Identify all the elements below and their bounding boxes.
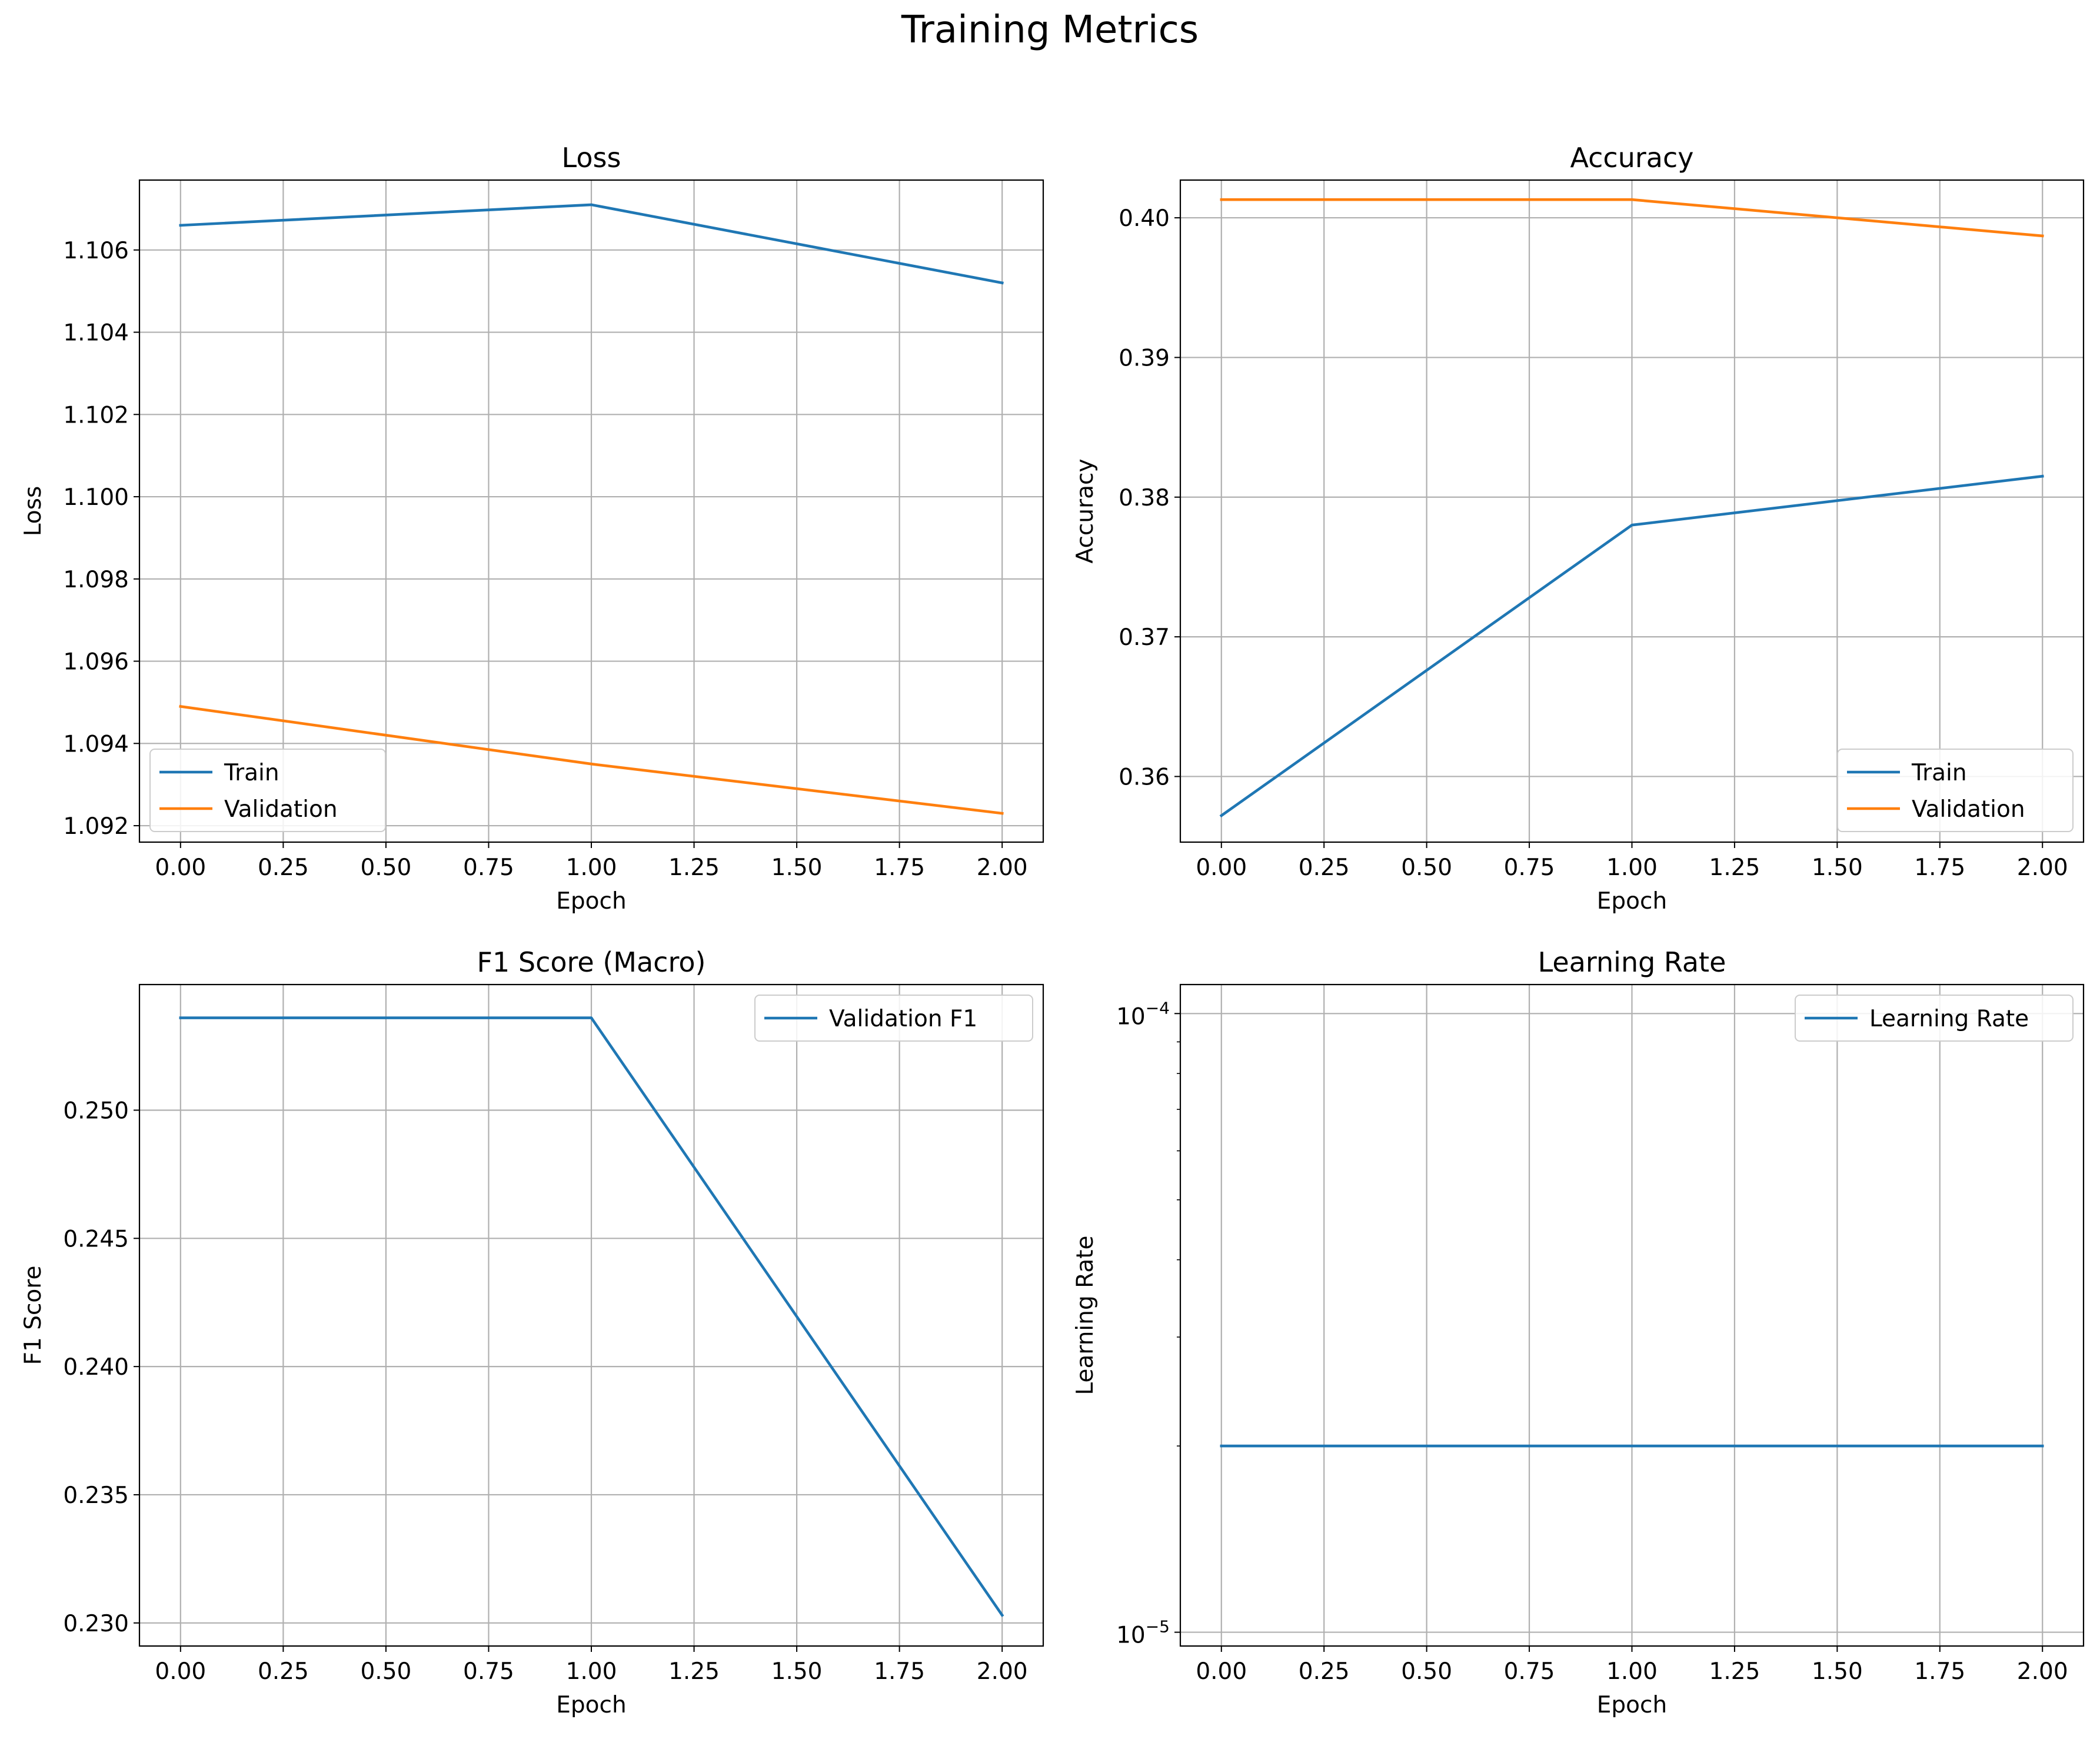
x-tick-label: 0.50 <box>1401 1658 1452 1685</box>
subplot-2: 0.00 0.25 0.50 0.75 1.00 1.25 1.50 1.75 2.00 0.36… <box>1072 142 2085 915</box>
x-tick-label: 1.25 <box>668 1658 720 1685</box>
y-tick-label: 1.096 <box>63 649 129 676</box>
x-tick-label: 1.00 <box>566 1658 617 1685</box>
y-tick-label: 1.092 <box>63 813 129 840</box>
legend: Train Validation <box>1837 749 2074 832</box>
x-tick-label: 0.00 <box>1196 854 1247 881</box>
x-tick-label: 2.00 <box>2017 854 2068 881</box>
y-axis-label: Accuracy <box>1072 458 1099 563</box>
series-line-1 <box>1219 474 2044 818</box>
x-tick-label: 0.25 <box>258 1658 309 1685</box>
x-tick-label: 1.00 <box>1606 1658 1658 1685</box>
series-line-1 <box>179 203 1004 285</box>
legend-box <box>754 995 1033 1042</box>
x-tick-label: 2.00 <box>977 854 1028 881</box>
subplot-4: 0.00 0.25 0.50 0.75 1.00 1.25 1.50 1.75 2.00 10−5… <box>1072 946 2085 1718</box>
y-tick-label: 0.37 <box>1119 624 1170 651</box>
legend-label: Validation F1 <box>829 1006 977 1032</box>
y-tick-label: 0.40 <box>1119 205 1170 232</box>
x-tick-label: 0.75 <box>1504 854 1555 881</box>
x-tick-label: 0.75 <box>1504 1658 1555 1685</box>
y-tick-label: 1.104 <box>63 320 129 347</box>
y-axis-label: Loss <box>20 486 46 537</box>
y-tick-label: 10−5 <box>1116 1617 1170 1649</box>
figure-title: Training Metrics <box>901 8 1199 52</box>
legend-label: Train <box>224 760 279 786</box>
x-tick-label: 0.00 <box>155 1658 206 1685</box>
x-tick-label: 1.75 <box>1914 854 1965 881</box>
y-tick-label: 0.38 <box>1119 485 1170 511</box>
subplot-title: Loss <box>562 142 621 174</box>
x-tick-label: 2.00 <box>2017 1658 2068 1685</box>
legend-label: Validation <box>224 796 338 823</box>
legend: Train Validation <box>149 749 386 832</box>
subplot-title: Learning Rate <box>1538 946 1726 978</box>
x-tick-label: 0.75 <box>463 1658 514 1685</box>
y-tick-label: 0.36 <box>1119 764 1170 790</box>
y-tick-label: 1.102 <box>63 402 129 428</box>
legend-box <box>149 749 386 832</box>
x-tick-label: 1.25 <box>1709 854 1760 881</box>
x-tick-label: 0.25 <box>1299 854 1350 881</box>
x-tick-label: 1.50 <box>771 854 823 881</box>
y-tick-label: 0.245 <box>63 1226 129 1252</box>
y-tick-label: 0.235 <box>63 1482 129 1509</box>
x-axis-label: Epoch <box>1597 1692 1667 1718</box>
y-tick-label: 0.39 <box>1119 345 1170 371</box>
legend-box <box>1795 995 2074 1042</box>
x-tick-label: 1.25 <box>668 854 720 881</box>
x-tick-label: 1.50 <box>771 1658 823 1685</box>
series-line-2 <box>179 704 1004 815</box>
y-tick-label: 1.098 <box>63 567 129 593</box>
x-tick-label: 2.00 <box>977 1658 1028 1685</box>
y-axis-label: F1 Score <box>20 1266 46 1365</box>
x-axis-label: Epoch <box>556 1692 626 1718</box>
subplot-3: 0.00 0.25 0.50 0.75 1.00 1.25 1.50 1.75 2.00 0.23… <box>20 946 1044 1718</box>
y-tick-label: 1.094 <box>63 731 129 757</box>
x-axis-label: Epoch <box>556 888 626 915</box>
legend-label: Train <box>1911 760 1967 786</box>
subplot-title: F1 Score (Macro) <box>477 946 706 978</box>
x-tick-label: 1.50 <box>1812 1658 1863 1685</box>
legend-label: Learning Rate <box>1869 1006 2029 1032</box>
legend-box <box>1837 749 2074 832</box>
x-tick-label: 0.75 <box>463 854 514 881</box>
x-tick-label: 0.50 <box>360 1658 411 1685</box>
series-line-2 <box>1220 198 2044 238</box>
x-tick-label: 1.75 <box>874 1658 925 1685</box>
y-tick-label: 1.100 <box>63 484 129 511</box>
y-tick-label: 1.106 <box>63 238 129 264</box>
x-tick-label: 1.50 <box>1812 854 1863 881</box>
subplot-1: 0.00 0.25 0.50 0.75 1.00 1.25 1.50 1.75 2.00 1.09… <box>20 142 1044 915</box>
x-tick-label: 0.25 <box>258 854 309 881</box>
x-tick-label: 1.75 <box>874 854 925 881</box>
x-tick-label: 1.00 <box>566 854 617 881</box>
x-tick-label: 1.75 <box>1914 1658 1965 1685</box>
x-axis-label: Epoch <box>1597 888 1667 915</box>
x-tick-label: 1.00 <box>1606 854 1658 881</box>
legend: Learning Rate <box>1795 995 2074 1042</box>
legend-label: Validation <box>1912 796 2025 823</box>
series-line-1 <box>179 1016 1004 1617</box>
y-tick-label: 0.250 <box>63 1098 129 1124</box>
y-tick-label: 0.240 <box>63 1354 129 1381</box>
y-axis-label: Learning Rate <box>1072 1235 1099 1395</box>
y-tick-label: 10−4 <box>1116 998 1170 1030</box>
y-tick-label: 0.230 <box>63 1611 129 1637</box>
x-tick-label: 0.00 <box>155 854 206 881</box>
subplot-title: Accuracy <box>1570 142 1693 174</box>
x-tick-label: 0.00 <box>1196 1658 1247 1685</box>
x-tick-label: 0.50 <box>360 854 411 881</box>
x-tick-label: 0.25 <box>1299 1658 1350 1685</box>
x-tick-label: 0.50 <box>1401 854 1452 881</box>
x-tick-label: 1.25 <box>1709 1658 1760 1685</box>
legend: Validation F1 <box>754 995 1033 1042</box>
